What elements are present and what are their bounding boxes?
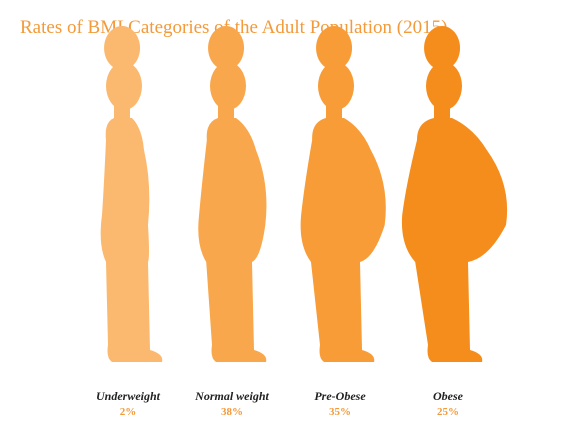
silhouette <box>100 26 163 362</box>
figure <box>401 26 508 362</box>
figure <box>300 26 386 362</box>
value-label: 38% <box>221 406 243 418</box>
value-label: 25% <box>437 406 459 418</box>
category-label: Underweight <box>96 389 161 403</box>
silhouette <box>198 26 267 362</box>
neck <box>114 100 130 122</box>
head <box>106 62 142 110</box>
figure <box>198 26 267 362</box>
silhouette <box>300 26 386 362</box>
head <box>318 62 354 110</box>
category-label: Normal weight <box>194 389 269 403</box>
head <box>426 62 462 110</box>
silhouette <box>401 26 508 362</box>
value-label: 35% <box>329 406 351 418</box>
neck <box>326 100 342 122</box>
value-label: 2% <box>120 406 137 418</box>
neck <box>434 100 450 122</box>
head <box>210 62 246 110</box>
category-label: Obese <box>433 389 464 403</box>
category-label: Pre-Obese <box>314 389 366 403</box>
figure <box>100 26 163 362</box>
neck <box>218 100 234 122</box>
